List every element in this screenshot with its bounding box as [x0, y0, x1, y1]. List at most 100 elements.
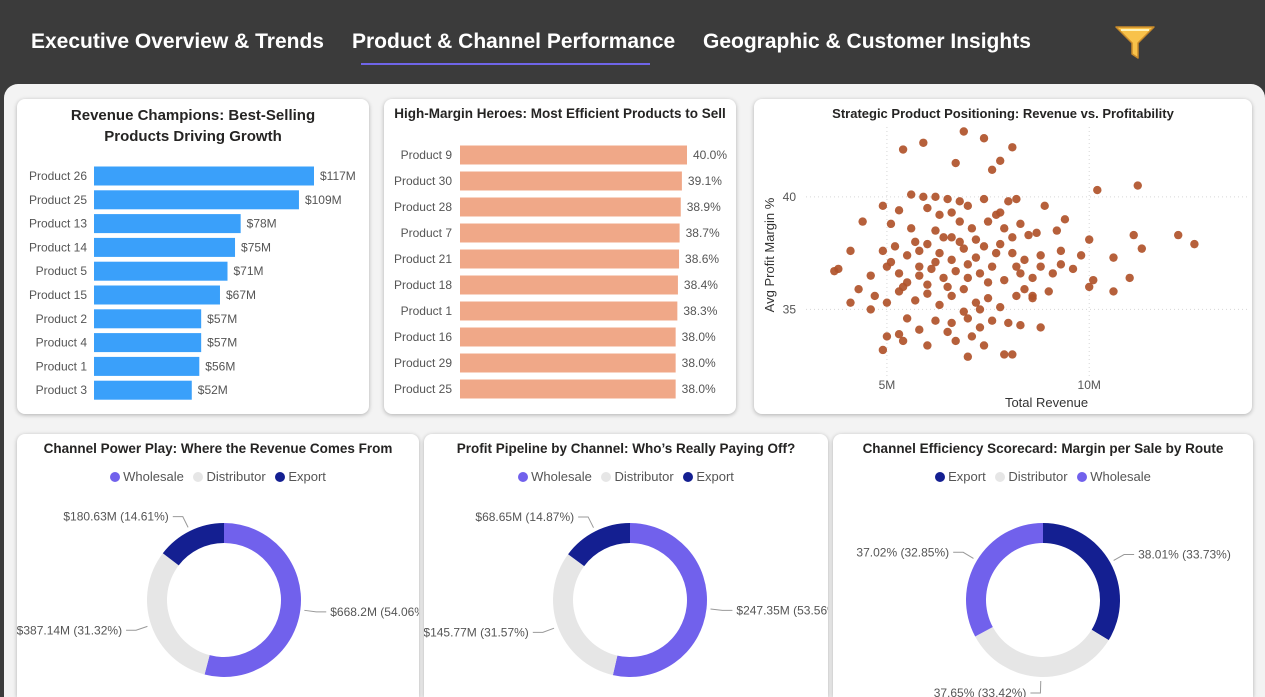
- scatter-point[interactable]: [1004, 318, 1013, 328]
- scatter-point[interactable]: [1012, 262, 1021, 271]
- scatter-point[interactable]: [935, 210, 944, 220]
- legend-item-distributor[interactable]: Distributor: [995, 469, 1068, 484]
- scatter-point[interactable]: [996, 156, 1005, 165]
- scatter-point[interactable]: [923, 203, 932, 213]
- donut-slice[interactable]: [612, 523, 707, 677]
- scatter-point[interactable]: [987, 262, 997, 271]
- donut-slice[interactable]: [162, 523, 224, 566]
- scatter-point[interactable]: [1133, 181, 1142, 190]
- bar[interactable]: [460, 379, 676, 399]
- scatter-point[interactable]: [1000, 224, 1009, 233]
- legend-item-wholesale[interactable]: Wholesale: [518, 469, 592, 484]
- scatter-point[interactable]: [975, 269, 985, 278]
- scatter-point[interactable]: [959, 284, 968, 294]
- bar[interactable]: [460, 223, 680, 243]
- scatter-point[interactable]: [919, 138, 928, 147]
- bar[interactable]: [460, 197, 681, 217]
- scatter-point[interactable]: [1008, 248, 1017, 258]
- scatter-point[interactable]: [943, 327, 952, 337]
- scatter-point[interactable]: [963, 314, 973, 323]
- scatter-point[interactable]: [979, 242, 989, 251]
- scatter-point[interactable]: [915, 271, 924, 280]
- bar[interactable]: [460, 249, 680, 269]
- bar[interactable]: [94, 214, 241, 234]
- scatter-point[interactable]: [967, 332, 977, 341]
- scatter-point[interactable]: [955, 197, 964, 206]
- scatter-point[interactable]: [947, 291, 956, 301]
- scatter-point[interactable]: [830, 266, 839, 276]
- scatter-point[interactable]: [1040, 201, 1049, 211]
- scatter-point[interactable]: [1048, 269, 1057, 278]
- scatter-point[interactable]: [935, 248, 944, 258]
- scatter-point[interactable]: [854, 284, 863, 294]
- donut-slice[interactable]: [146, 553, 210, 675]
- scatter-point[interactable]: [1060, 215, 1070, 224]
- scatter-point[interactable]: [890, 242, 900, 251]
- tab-executive-overview[interactable]: Executive Overview & Trends: [31, 30, 324, 53]
- scatter-point[interactable]: [1036, 262, 1045, 271]
- scatter-point[interactable]: [931, 316, 940, 325]
- bar[interactable]: [460, 145, 687, 165]
- scatter-point[interactable]: [979, 194, 989, 204]
- scatter-point[interactable]: [1129, 230, 1138, 240]
- scatter-point[interactable]: [878, 201, 888, 211]
- scatter-point[interactable]: [979, 341, 989, 350]
- bar[interactable]: [94, 237, 236, 257]
- scatter-point[interactable]: [947, 208, 956, 217]
- scatter-point[interactable]: [1020, 255, 1029, 265]
- scatter-point[interactable]: [963, 352, 973, 361]
- scatter-point[interactable]: [1016, 269, 1025, 278]
- scatter-point[interactable]: [963, 273, 973, 283]
- scatter-point[interactable]: [963, 260, 973, 269]
- scatter-point[interactable]: [911, 296, 920, 305]
- scatter-point[interactable]: [878, 345, 888, 355]
- scatter-point[interactable]: [846, 246, 855, 256]
- scatter-point[interactable]: [1028, 291, 1037, 301]
- scatter-point[interactable]: [923, 280, 932, 289]
- bar[interactable]: [94, 356, 200, 376]
- scatter-point[interactable]: [951, 336, 960, 346]
- scatter-point[interactable]: [955, 217, 964, 226]
- scatter-point[interactable]: [866, 305, 875, 314]
- scatter-point[interactable]: [1028, 273, 1037, 283]
- scatter-point[interactable]: [1036, 323, 1045, 332]
- scatter-point[interactable]: [1016, 219, 1025, 229]
- scatter-point[interactable]: [915, 246, 924, 256]
- scatter-point[interactable]: [931, 192, 940, 202]
- scatter-point[interactable]: [935, 300, 944, 310]
- scatter-point[interactable]: [971, 235, 981, 244]
- scatter-point[interactable]: [1076, 251, 1086, 260]
- donut-slice[interactable]: [1043, 523, 1120, 641]
- scatter-point[interactable]: [951, 158, 960, 168]
- scatter-point[interactable]: [983, 217, 993, 226]
- scatter-point[interactable]: [911, 237, 920, 247]
- scatter-point[interactable]: [1089, 275, 1098, 285]
- scatter-point[interactable]: [959, 127, 968, 136]
- scatter-point[interactable]: [975, 305, 985, 314]
- scatter-point[interactable]: [1085, 282, 1094, 292]
- scatter-point[interactable]: [1137, 244, 1147, 253]
- scatter-point[interactable]: [898, 145, 908, 154]
- scatter-point[interactable]: [919, 192, 928, 202]
- scatter-point[interactable]: [947, 318, 956, 328]
- scatter-point[interactable]: [939, 273, 948, 283]
- legend-item-wholesale[interactable]: Wholesale: [110, 469, 184, 484]
- legend-item-export[interactable]: Export: [275, 469, 326, 484]
- donut-slice[interactable]: [966, 523, 1043, 637]
- scatter-point[interactable]: [959, 307, 968, 316]
- scatter-point[interactable]: [1085, 235, 1094, 244]
- scatter-point[interactable]: [1125, 273, 1134, 283]
- scatter-point[interactable]: [894, 269, 904, 278]
- bar[interactable]: [94, 166, 314, 186]
- scatter-point[interactable]: [947, 255, 956, 265]
- scatter-point[interactable]: [1008, 143, 1017, 152]
- scatter-point[interactable]: [1012, 194, 1021, 204]
- bar[interactable]: [94, 261, 228, 281]
- scatter-point[interactable]: [991, 248, 1001, 258]
- legend-item-export[interactable]: Export: [683, 469, 734, 484]
- bar[interactable]: [460, 275, 678, 295]
- scatter-point[interactable]: [996, 239, 1005, 249]
- scatter-point[interactable]: [915, 325, 924, 334]
- scatter-point[interactable]: [1036, 251, 1045, 260]
- scatter-point[interactable]: [1044, 287, 1053, 296]
